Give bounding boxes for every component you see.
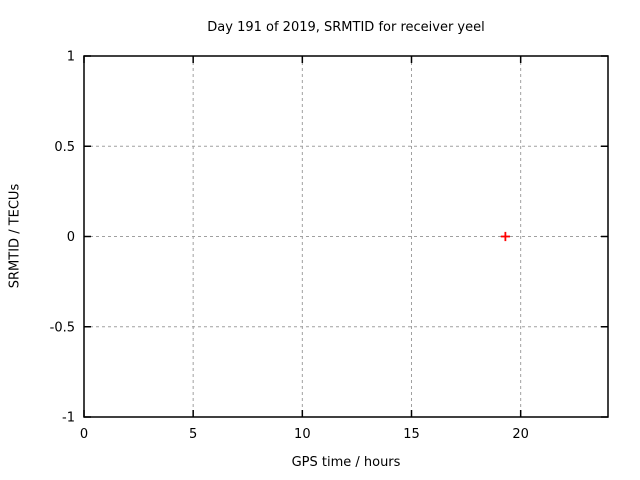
x-tick-label: 20 bbox=[512, 427, 529, 442]
x-tick-label: 10 bbox=[294, 427, 311, 442]
x-tick-label: 15 bbox=[403, 427, 420, 442]
y-tick-label: 1 bbox=[67, 50, 75, 65]
chart-title: Day 191 of 2019, SRMTID for receiver yee… bbox=[207, 20, 485, 35]
x-tick-label: 0 bbox=[80, 427, 88, 442]
y-tick-label: -1 bbox=[62, 411, 75, 426]
y-tick-label: 0.5 bbox=[54, 140, 75, 155]
y-tick-label: 0 bbox=[67, 230, 75, 245]
x-tick-label: 5 bbox=[189, 427, 197, 442]
y-tick-label: -0.5 bbox=[50, 320, 75, 335]
x-axis-label: GPS time / hours bbox=[291, 455, 401, 470]
